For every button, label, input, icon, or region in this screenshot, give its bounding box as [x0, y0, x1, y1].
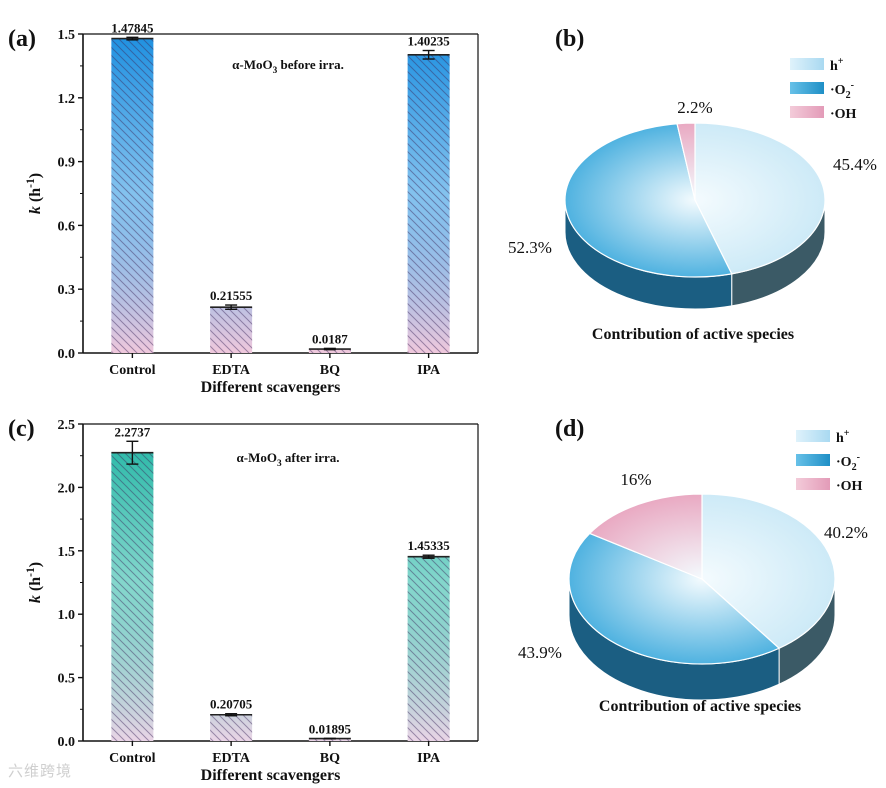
bar-hatch	[210, 714, 253, 741]
panel-label: (c)	[8, 416, 35, 442]
value-label: 1.47845	[111, 20, 154, 35]
panel-label: (b)	[555, 26, 584, 52]
legend-label: ·O2-	[836, 452, 860, 473]
pie-chart-0: 45.4% 52.3% 2.2% h+ ·O2- ·OH (b) Contribution o…	[508, 26, 877, 343]
pie-slice-o2	[564, 123, 733, 278]
y-tick-label: 1.5	[58, 545, 76, 560]
y-tick-label: 0.0	[58, 735, 76, 750]
value-label: 0.01895	[309, 721, 352, 736]
y-tick-label: 0.3	[58, 283, 76, 298]
legend-label: h+	[830, 56, 844, 74]
legend-swatch	[796, 478, 830, 490]
x-tick-label: BQ	[320, 363, 340, 378]
x-axis-label: Different scavengers	[201, 379, 341, 396]
bar-hatch	[111, 38, 154, 353]
legend-swatch	[790, 106, 824, 118]
value-label: 0.20705	[210, 697, 253, 712]
pie-percent-label: 52.3%	[508, 238, 552, 257]
pie-slice-h	[701, 493, 836, 649]
y-tick-label: 0.0	[58, 347, 76, 362]
y-tick-label: 2.0	[58, 481, 76, 496]
legend-label: h+	[836, 428, 850, 446]
pie-percent-label: 16%	[620, 470, 651, 489]
x-tick-label: BQ	[320, 751, 340, 766]
watermark: 六维跨境	[8, 762, 73, 780]
legend-label: ·OH	[836, 479, 863, 494]
bar-hatch	[308, 349, 351, 353]
legend-swatch	[790, 82, 824, 94]
value-label: 2.2737	[115, 424, 151, 439]
pie-title: Contribution of active species	[599, 698, 801, 715]
x-tick-label: Control	[109, 751, 156, 766]
pie-slice-oh	[676, 122, 696, 201]
pie-percent-label: 43.9%	[518, 643, 562, 662]
y-axis-label: k (h-1)	[25, 173, 44, 214]
y-tick-label: 1.5	[58, 28, 76, 43]
bar-hatch	[407, 556, 450, 741]
legend-swatch	[796, 454, 830, 466]
legend-swatch	[790, 58, 824, 70]
y-tick-label: 2.5	[58, 418, 76, 433]
y-tick-label: 1.0	[58, 608, 76, 623]
pie-percent-label: 40.2%	[824, 523, 868, 542]
bar-hatch	[407, 54, 450, 353]
pie-slice-o2	[568, 532, 781, 665]
value-label: 0.21555	[210, 288, 253, 303]
legend-label: ·OH	[830, 107, 857, 122]
x-tick-label: Control	[109, 363, 156, 378]
bar-hatch	[210, 307, 253, 353]
y-tick-label: 0.9	[58, 156, 76, 171]
legend-swatch	[796, 430, 830, 442]
x-axis-label: Different scavengers	[201, 767, 341, 784]
x-tick-label: EDTA	[212, 751, 251, 766]
value-label: 1.40235	[408, 34, 451, 49]
pie-title: Contribution of active species	[592, 326, 794, 343]
y-axis-label: k (h-1)	[25, 562, 44, 603]
panel-label: (a)	[8, 26, 36, 52]
bar-chart-0: 0.0 0.3 0.6 0.9 1.2 1.5 1.47845 Control 0.21555 E…	[8, 20, 479, 396]
y-tick-label: 1.2	[58, 92, 76, 107]
y-tick-label: 0.6	[58, 219, 76, 234]
pie-slice-oh	[588, 493, 703, 580]
pie-chart-1: 40.2% 43.9% 16% h+ ·O2- ·OH (d) Contribution of…	[518, 416, 868, 715]
legend-label: ·O2-	[830, 80, 854, 101]
pie-percent-label: 2.2%	[677, 98, 712, 117]
y-tick-label: 0.5	[58, 672, 76, 687]
pie-slice-h	[694, 122, 826, 275]
x-tick-label: IPA	[417, 751, 441, 766]
bar-chart-1: 0.0 0.5 1.0 1.5 2.0 2.5 2.2737 Control 0.20705 ED…	[8, 416, 479, 784]
annotation-label: α-MoO3 after irra.	[236, 450, 339, 469]
x-tick-label: IPA	[417, 363, 441, 378]
value-label: 1.45335	[408, 538, 451, 553]
value-label: 0.0187	[312, 331, 348, 346]
annotation-label: α-MoO3 before irra.	[232, 57, 344, 76]
bar-hatch	[308, 738, 351, 741]
pie-percent-label: 45.4%	[833, 155, 877, 174]
x-tick-label: EDTA	[212, 363, 251, 378]
bar-hatch	[111, 452, 154, 741]
panel-label: (d)	[555, 416, 584, 442]
